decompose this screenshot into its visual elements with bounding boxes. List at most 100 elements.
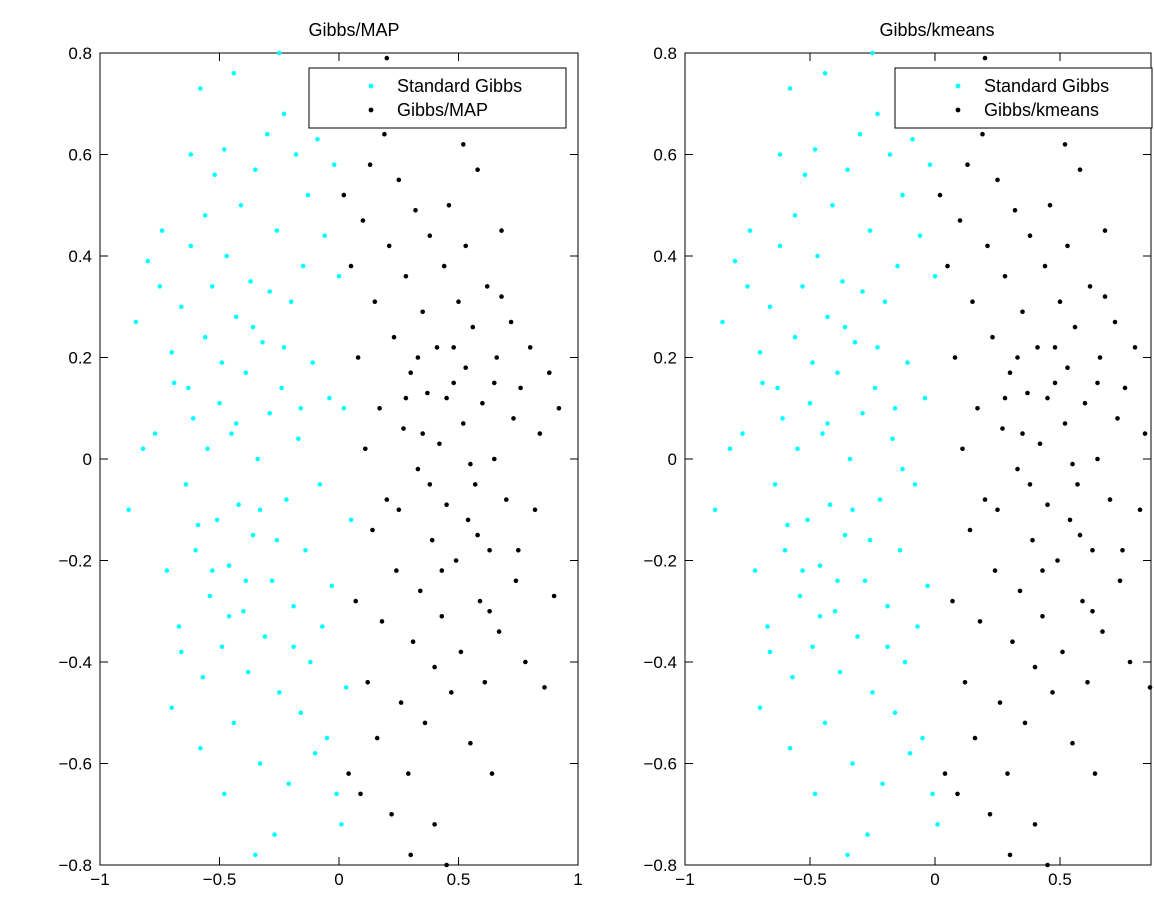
scatter-point-gibbs-kmeans bbox=[1087, 284, 1093, 289]
scatter-point-standard-gibbs bbox=[277, 50, 282, 56]
scatter-point-gibbs-kmeans bbox=[1055, 558, 1060, 563]
scatter-point-gibbs-map bbox=[449, 690, 454, 695]
scatter-point-standard-gibbs bbox=[303, 548, 308, 553]
scatter-point-gibbs-kmeans bbox=[1147, 685, 1153, 690]
scatter-point-gibbs-kmeans bbox=[1077, 167, 1083, 172]
scatter-point-standard-gibbs bbox=[179, 649, 184, 655]
tick-group: −1 −0.5 0 0.5 1 0.8 0.6 0.4 0.2 0 −0.2 −0.4 −0.6 −0.8 bbox=[58, 44, 582, 889]
scatter-point-standard-gibbs bbox=[226, 614, 232, 619]
scatter-point-gibbs-map bbox=[408, 852, 414, 858]
scatter-point-gibbs-kmeans bbox=[980, 131, 985, 137]
scatter-point-standard-gibbs bbox=[159, 228, 165, 233]
scatter-point-gibbs-map bbox=[465, 517, 471, 523]
scatter-point-standard-gibbs bbox=[882, 299, 888, 305]
scatter-point-gibbs-map bbox=[377, 406, 382, 411]
scatter-point-standard-gibbs bbox=[210, 284, 215, 289]
scatter-point-gibbs-kmeans bbox=[937, 192, 943, 198]
scatter-point-standard-gibbs bbox=[200, 674, 206, 680]
scatter-point-standard-gibbs bbox=[250, 532, 256, 538]
scatter-point-gibbs-kmeans bbox=[1120, 548, 1125, 553]
scatter-point-gibbs-map bbox=[499, 294, 504, 299]
scatter-point-gibbs-map bbox=[391, 334, 397, 340]
scatter-point-gibbs-map bbox=[439, 614, 445, 619]
plot-area-frame bbox=[684, 52, 1152, 866]
scatter-point-gibbs-kmeans bbox=[1020, 431, 1025, 436]
scatter-point-standard-gibbs bbox=[740, 431, 745, 436]
scatter-point-gibbs-kmeans bbox=[987, 812, 993, 817]
scatter-point-gibbs-map bbox=[453, 558, 459, 563]
scatter-point-standard-gibbs bbox=[188, 243, 194, 249]
scatter-point-standard-gibbs bbox=[810, 360, 815, 365]
scatter-point-standard-gibbs bbox=[875, 345, 880, 350]
scatter-point-gibbs-map bbox=[396, 507, 402, 513]
scatter-point-standard-gibbs bbox=[341, 406, 347, 411]
scatter-point-standard-gibbs bbox=[842, 532, 848, 538]
scatter-point-standard-gibbs bbox=[257, 761, 263, 766]
scatter-point-standard-gibbs bbox=[281, 111, 287, 117]
scatter-point-gibbs-kmeans bbox=[1065, 243, 1070, 249]
scatter-point-standard-gibbs bbox=[210, 568, 215, 573]
scatter-point-standard-gibbs bbox=[202, 213, 208, 218]
scatter-point-standard-gibbs bbox=[274, 228, 280, 233]
scatter-point-gibbs-kmeans bbox=[982, 55, 988, 61]
scatter-point-gibbs-kmeans bbox=[960, 446, 965, 452]
scatter-point-standard-gibbs bbox=[298, 406, 304, 411]
scatter-point-standard-gibbs bbox=[822, 720, 828, 726]
scatter-point-gibbs-kmeans bbox=[1042, 263, 1048, 269]
scatter-point-gibbs-kmeans bbox=[1050, 690, 1055, 695]
y-tick-label: 0.6 bbox=[653, 146, 677, 165]
scatter-point-standard-gibbs bbox=[298, 710, 304, 716]
scatter-point-standard-gibbs bbox=[892, 710, 898, 716]
scatter-point-gibbs-kmeans bbox=[1040, 614, 1045, 619]
scatter-point-gibbs-kmeans bbox=[1030, 537, 1035, 543]
scatter-point-standard-gibbs bbox=[260, 340, 265, 345]
scatter-point-gibbs-kmeans bbox=[1060, 649, 1065, 655]
scatter-point-gibbs-map bbox=[432, 664, 437, 670]
scatter-point-gibbs-kmeans bbox=[1137, 507, 1143, 513]
legend-marker-standard-gibbs bbox=[368, 83, 374, 89]
scatter-point-standard-gibbs bbox=[852, 340, 858, 345]
scatter-point-gibbs-map bbox=[496, 629, 502, 634]
scatter-point-gibbs-kmeans bbox=[1095, 380, 1100, 386]
scatter-point-gibbs-map bbox=[413, 208, 418, 213]
scatter-point-standard-gibbs bbox=[825, 421, 830, 426]
scatter-point-standard-gibbs bbox=[720, 319, 725, 325]
scatter-point-standard-gibbs bbox=[857, 131, 863, 137]
scatter-point-gibbs-kmeans bbox=[1052, 345, 1058, 350]
scatter-point-standard-gibbs bbox=[305, 192, 311, 198]
scatter-point-gibbs-kmeans bbox=[995, 177, 1000, 183]
scatter-point-gibbs-kmeans bbox=[942, 771, 948, 776]
scatter-point-gibbs-map bbox=[504, 497, 509, 502]
scatter-point-standard-gibbs bbox=[229, 431, 234, 436]
scatter-point-gibbs-kmeans bbox=[990, 334, 995, 340]
scatter-point-gibbs-kmeans bbox=[1142, 431, 1148, 436]
scatter-point-gibbs-map bbox=[444, 862, 449, 868]
scatter-point-gibbs-map bbox=[341, 192, 347, 198]
scatter-point-standard-gibbs bbox=[817, 614, 823, 619]
scatter-point-gibbs-kmeans bbox=[985, 243, 990, 249]
scatter-point-gibbs-map bbox=[518, 385, 523, 391]
scatter-point-standard-gibbs bbox=[840, 279, 845, 284]
scatter-point-standard-gibbs bbox=[331, 162, 337, 167]
scatter-point-gibbs-map bbox=[551, 593, 557, 599]
scatter-point-gibbs-kmeans bbox=[970, 299, 975, 305]
scatter-point-standard-gibbs bbox=[727, 446, 733, 452]
legend-label-standard-gibbs: Standard Gibbs bbox=[397, 76, 522, 96]
scatter-point-gibbs-map bbox=[374, 735, 380, 741]
scatter-point-gibbs-map bbox=[451, 345, 457, 350]
scatter-point-standard-gibbs bbox=[291, 603, 296, 609]
x-tick-label: −1 bbox=[90, 870, 109, 889]
scatter-point-gibbs-kmeans bbox=[1010, 639, 1015, 644]
scatter-point-gibbs-map bbox=[441, 263, 447, 269]
scatter-point-gibbs-kmeans bbox=[1070, 461, 1075, 467]
scatter-point-gibbs-map bbox=[365, 680, 371, 685]
legend-marker-gibbs-kmeans bbox=[955, 107, 961, 113]
scatter-point-gibbs-map bbox=[348, 263, 354, 269]
scatter-point-standard-gibbs bbox=[267, 289, 273, 294]
scatter-point-gibbs-map bbox=[420, 309, 426, 315]
scatter-point-standard-gibbs bbox=[336, 274, 342, 279]
scatter-point-standard-gibbs bbox=[233, 314, 239, 320]
scatter-point-standard-gibbs bbox=[329, 583, 335, 589]
scatter-point-standard-gibbs bbox=[802, 172, 808, 178]
scatter-point-standard-gibbs bbox=[152, 431, 158, 436]
